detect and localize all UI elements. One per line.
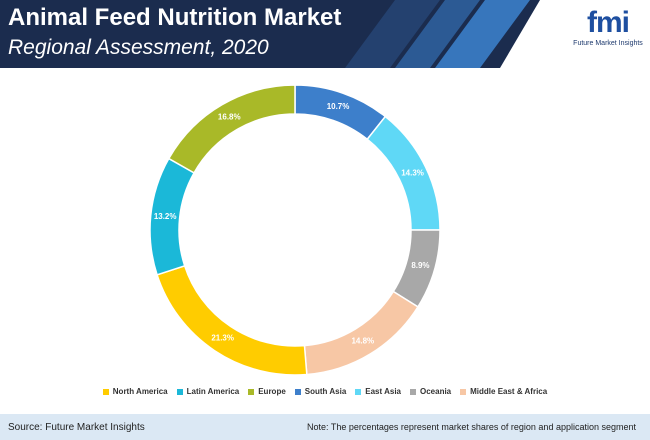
logo-text: Future Market Insights	[573, 40, 643, 47]
legend-item: Middle East & Africa	[460, 387, 547, 396]
legend-label: North America	[112, 387, 168, 396]
header: Animal Feed Nutrition Market Regional As…	[0, 0, 650, 68]
title: Animal Feed Nutrition Market	[8, 4, 342, 31]
legend-swatch	[248, 388, 255, 395]
legend-item: East Asia	[355, 387, 401, 396]
value-label: 14.3%	[401, 168, 424, 177]
legend: North America Latin America Europe South As…	[0, 387, 650, 396]
value-label: 16.8%	[218, 112, 241, 121]
legend-swatch	[176, 388, 183, 395]
donut-slice	[167, 84, 296, 174]
legend-label: East Asia	[365, 387, 401, 396]
value-label: 13.2%	[154, 212, 177, 221]
legend-label: Europe	[258, 387, 286, 396]
value-label: 10.7%	[327, 102, 350, 111]
value-label: 21.3%	[211, 334, 234, 343]
donut-slice	[156, 264, 308, 376]
legend-label: Latin America	[186, 387, 240, 396]
legend-item: South Asia	[294, 387, 347, 396]
footer: Source: Future Market Insights Note: The…	[0, 414, 650, 440]
legend-label: Oceania	[420, 387, 452, 396]
legend-label: Middle East & Africa	[470, 387, 548, 396]
legend-label: South Asia	[304, 387, 347, 396]
legend-item: Latin America	[176, 387, 240, 396]
subtitle: Regional Assessment, 2020	[8, 36, 269, 59]
chart: 10.7% 14.3% 8.9% 14.8% 21.3% 13.2% 16.8%	[149, 84, 441, 376]
value-label: 8.9%	[411, 261, 429, 270]
legend-item: Europe	[248, 387, 286, 396]
legend-swatch	[355, 388, 362, 395]
legend-swatch	[460, 388, 467, 395]
note: Note: The percentages represent market s…	[306, 422, 636, 432]
logo: fmi Future Market Insights	[566, 6, 650, 47]
value-label: 14.8%	[351, 337, 374, 346]
legend-item: North America	[102, 387, 168, 396]
donut-slice	[294, 84, 387, 141]
source: Source: Future Market Insights	[8, 422, 145, 433]
legend-swatch	[102, 388, 109, 395]
legend-item: Oceania	[410, 387, 451, 396]
header-bg	[0, 0, 650, 68]
legend-swatch	[294, 388, 301, 395]
legend-swatch	[410, 388, 416, 395]
donut-slice	[303, 290, 419, 376]
logo-mark: fmi	[587, 6, 630, 39]
